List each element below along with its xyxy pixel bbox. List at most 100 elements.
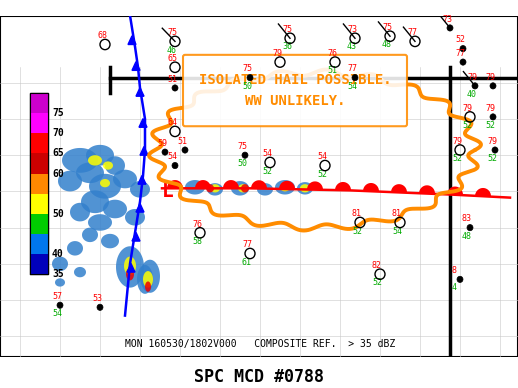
Circle shape	[460, 45, 466, 52]
Polygon shape	[419, 185, 435, 194]
Polygon shape	[67, 241, 83, 256]
Circle shape	[172, 163, 178, 169]
Text: 40: 40	[467, 90, 477, 99]
Polygon shape	[136, 88, 144, 96]
Polygon shape	[257, 183, 273, 196]
Text: 35: 35	[52, 269, 64, 279]
Text: 57: 57	[52, 292, 62, 301]
Text: 75: 75	[52, 108, 64, 118]
Polygon shape	[126, 268, 134, 281]
Text: 75: 75	[242, 64, 252, 73]
Polygon shape	[58, 171, 82, 191]
Bar	[30, 154, 48, 173]
Circle shape	[457, 276, 463, 282]
Circle shape	[182, 147, 188, 153]
Text: 79: 79	[462, 104, 472, 113]
Text: 52: 52	[455, 35, 465, 45]
Polygon shape	[81, 191, 109, 213]
Circle shape	[242, 152, 248, 158]
Text: 8: 8	[452, 266, 457, 275]
Text: 76: 76	[192, 220, 202, 229]
Text: 77: 77	[242, 240, 252, 249]
Bar	[30, 214, 48, 234]
Circle shape	[490, 114, 496, 120]
Polygon shape	[297, 182, 313, 194]
Polygon shape	[231, 181, 249, 196]
Polygon shape	[139, 119, 147, 127]
Text: ISOLATED HAIL POSSIBLE.: ISOLATED HAIL POSSIBLE.	[199, 73, 391, 87]
Text: 75: 75	[237, 142, 247, 151]
Polygon shape	[74, 267, 86, 277]
Text: 50: 50	[237, 159, 247, 168]
Polygon shape	[128, 36, 136, 45]
Text: L: L	[162, 182, 174, 201]
Text: 77: 77	[455, 49, 465, 58]
Text: 51: 51	[327, 66, 337, 75]
Polygon shape	[82, 228, 98, 242]
Text: 82: 82	[372, 261, 382, 270]
Polygon shape	[52, 256, 68, 271]
Text: 75: 75	[282, 25, 292, 34]
Polygon shape	[88, 155, 102, 166]
Bar	[30, 254, 48, 274]
Polygon shape	[116, 246, 144, 288]
Circle shape	[57, 302, 63, 308]
Polygon shape	[101, 234, 119, 248]
Polygon shape	[103, 200, 127, 218]
Bar	[30, 113, 48, 133]
Polygon shape	[105, 156, 125, 175]
Bar	[30, 194, 48, 214]
Polygon shape	[76, 163, 104, 183]
Text: 70: 70	[52, 128, 64, 139]
Text: 40: 40	[52, 249, 64, 259]
Polygon shape	[140, 147, 148, 155]
Circle shape	[460, 59, 466, 65]
Polygon shape	[70, 203, 90, 222]
Polygon shape	[88, 214, 112, 231]
Bar	[30, 234, 48, 254]
Polygon shape	[140, 260, 160, 293]
Polygon shape	[130, 181, 150, 197]
Circle shape	[472, 83, 478, 89]
Circle shape	[492, 147, 498, 153]
Polygon shape	[89, 174, 121, 199]
Text: 48: 48	[382, 40, 392, 49]
Text: 54: 54	[262, 149, 272, 158]
Text: 48: 48	[462, 232, 472, 241]
Polygon shape	[145, 281, 151, 292]
Polygon shape	[62, 148, 98, 173]
Text: 59: 59	[157, 139, 167, 148]
Polygon shape	[206, 184, 214, 192]
Polygon shape	[113, 170, 137, 188]
Circle shape	[247, 74, 253, 81]
Text: 51: 51	[177, 137, 187, 146]
Circle shape	[447, 25, 453, 31]
Polygon shape	[86, 145, 114, 166]
Circle shape	[97, 304, 103, 310]
Text: 52: 52	[452, 154, 462, 163]
Polygon shape	[143, 271, 153, 288]
Text: 50: 50	[242, 82, 252, 91]
Bar	[30, 133, 48, 154]
Polygon shape	[241, 184, 249, 192]
Polygon shape	[167, 180, 183, 188]
Polygon shape	[275, 180, 295, 194]
Circle shape	[490, 83, 496, 89]
Text: 53: 53	[92, 294, 102, 303]
Text: 75: 75	[382, 23, 392, 32]
Polygon shape	[137, 265, 153, 294]
Text: 81: 81	[352, 209, 362, 218]
Polygon shape	[223, 180, 239, 188]
Text: SPC MCD #0788: SPC MCD #0788	[194, 368, 324, 386]
Polygon shape	[185, 180, 205, 194]
Text: 54: 54	[347, 82, 357, 91]
Text: 73: 73	[347, 25, 357, 34]
Text: 79: 79	[487, 137, 497, 146]
Text: 43: 43	[347, 42, 357, 52]
Bar	[30, 93, 48, 274]
Text: 4: 4	[452, 284, 457, 293]
Text: 77: 77	[407, 28, 417, 37]
Polygon shape	[138, 175, 146, 184]
Polygon shape	[127, 263, 135, 272]
Bar	[30, 173, 48, 194]
